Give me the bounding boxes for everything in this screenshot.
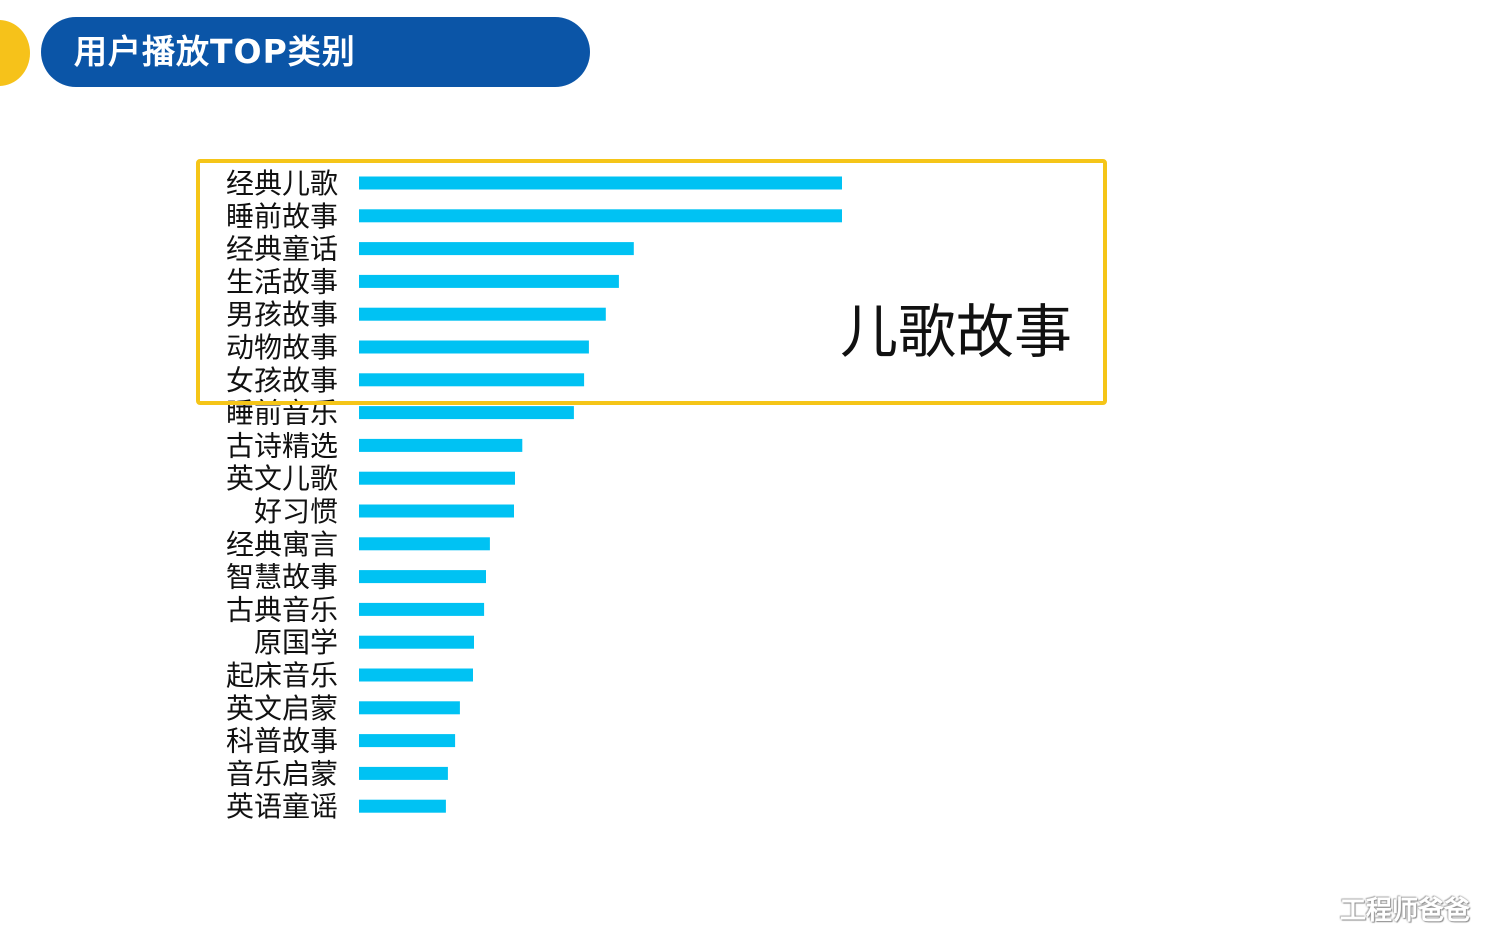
bar: [359, 570, 486, 584]
category-label: 经典童话: [226, 233, 338, 266]
category-label: 英语童谣: [226, 790, 338, 823]
category-label: 经典寓言: [226, 528, 338, 561]
bar: [359, 307, 606, 321]
bar: [359, 799, 446, 813]
highlight-label: 儿歌故事: [840, 298, 1073, 366]
bar: [359, 438, 523, 452]
category-label: 英文启蒙: [226, 692, 338, 725]
bar: [359, 373, 585, 387]
category-label: 英文儿歌: [226, 462, 338, 495]
bar: [359, 242, 634, 256]
watermark-text: 工程师爸爸: [1340, 896, 1471, 926]
bar: [359, 635, 474, 649]
page-title: 用户播放TOP类别: [74, 32, 356, 71]
category-label: 男孩故事: [226, 298, 338, 331]
bar: [359, 504, 514, 518]
category-label: 古诗精选: [226, 429, 338, 462]
bar: [359, 340, 589, 354]
bar: [359, 176, 842, 190]
category-label: 音乐启蒙: [226, 757, 338, 790]
bar: [359, 701, 460, 715]
category-label: 动物故事: [226, 331, 338, 364]
bar: [359, 471, 515, 485]
bar: [359, 537, 490, 551]
category-label: 科普故事: [226, 725, 338, 758]
category-label: 睡前故事: [226, 200, 338, 233]
bar: [359, 668, 473, 682]
category-label: 女孩故事: [226, 364, 338, 397]
bar: [359, 209, 842, 223]
title-banner: 用户播放TOP类别: [41, 17, 590, 87]
bar: [359, 766, 448, 780]
category-label: 智慧故事: [226, 561, 338, 594]
category-label: 生活故事: [226, 265, 338, 298]
category-label: 古典音乐: [226, 593, 338, 626]
category-label: 好习惯: [254, 495, 338, 528]
category-label: 原国学: [254, 626, 338, 659]
category-label: 经典儿歌: [226, 167, 338, 200]
category-label: 起床音乐: [226, 659, 338, 692]
bar: [359, 602, 485, 616]
bar: [359, 734, 456, 748]
bar: [359, 274, 619, 288]
highlight-box: [196, 159, 1107, 405]
bar: [359, 406, 574, 420]
